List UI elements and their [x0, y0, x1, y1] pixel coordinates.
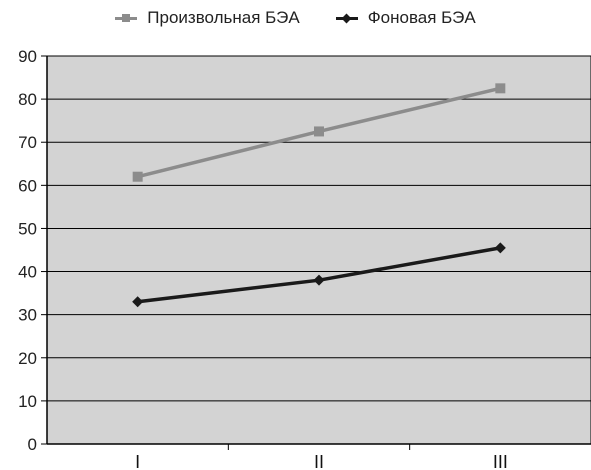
y-tick-label: 60 [18, 176, 37, 195]
y-tick-label: 50 [18, 219, 37, 238]
series-2-point [313, 274, 325, 286]
x-tick-label: II [314, 452, 324, 470]
x-tick-label: I [135, 452, 140, 470]
series-2-point [494, 242, 506, 254]
y-tick-label: 40 [18, 263, 37, 282]
series-1-point [495, 83, 506, 94]
legend-swatch-series-1 [115, 11, 138, 25]
x-tick-label: III [493, 452, 508, 470]
y-tick-label: 90 [18, 47, 37, 66]
y-tick-label: 10 [18, 392, 37, 411]
y-tick-label: 80 [18, 90, 37, 109]
legend-item-series-2: Фоновая БЭА [335, 8, 476, 28]
series-2-point [132, 296, 144, 308]
legend-item-series-1: Произвольная БЭА [115, 8, 300, 28]
legend-label-series-2: Фоновая БЭА [367, 8, 476, 27]
y-tick-label: 0 [28, 435, 37, 454]
plot-area [46, 55, 591, 445]
chart-legend: Произвольная БЭА Фоновая БЭА [0, 8, 591, 28]
series-1-point [314, 126, 324, 137]
legend-swatch-series-2 [335, 11, 358, 25]
y-tick-label: 70 [18, 133, 37, 152]
series-1-point [132, 171, 143, 182]
y-tick-label: 30 [18, 306, 37, 325]
y-tick-label: 20 [18, 349, 37, 368]
legend-label-series-1: Произвольная БЭА [147, 8, 300, 27]
